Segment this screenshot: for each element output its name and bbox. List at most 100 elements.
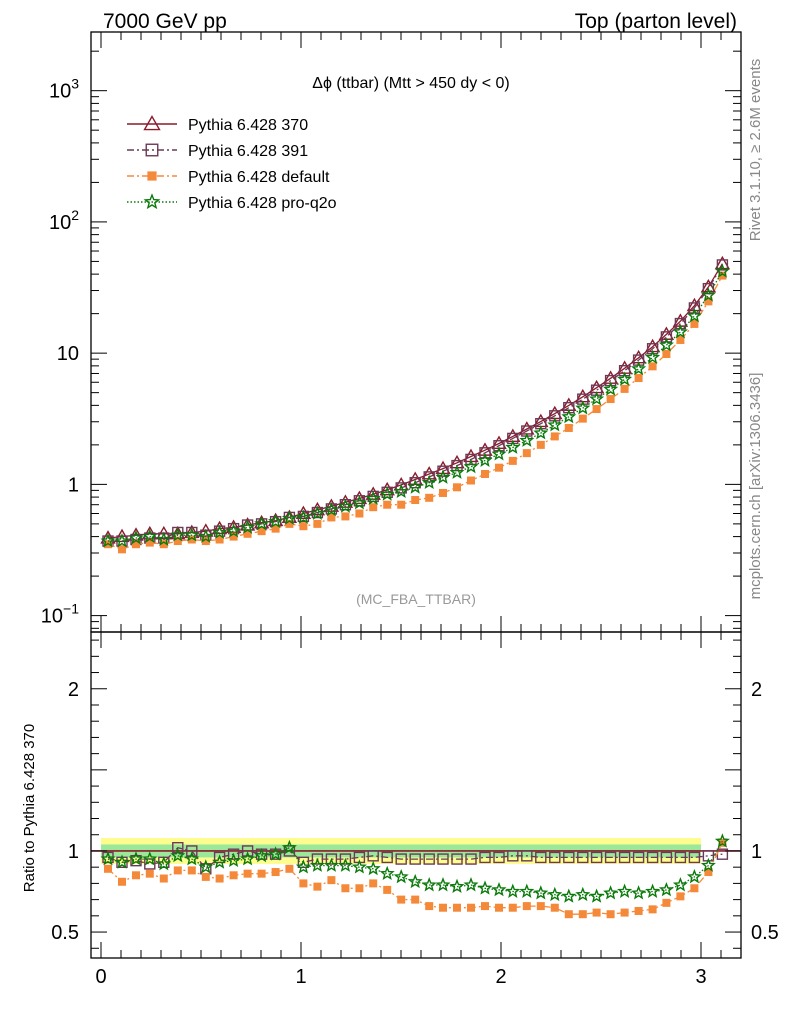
ratio-point-proq2o — [477, 880, 493, 895]
data-point-p370 — [323, 498, 340, 512]
legend-item-default: Pythia 6.428 default — [127, 169, 330, 186]
data-point-default — [634, 374, 643, 383]
ratio-y-tick-label: 0.5 — [51, 922, 79, 944]
legend-label-proq2o: Pythia 6.428 pro-q2o — [188, 195, 337, 212]
data-point-default — [536, 440, 545, 449]
data-point-default — [215, 535, 224, 544]
ratio-point-default — [522, 902, 531, 911]
data-point-p391 — [395, 482, 407, 494]
ratio-point-default — [718, 838, 727, 847]
data-point-default — [243, 529, 252, 538]
data-point-proq2o — [491, 446, 507, 461]
ratio-point-proq2o — [393, 868, 409, 884]
data-point-p370 — [309, 501, 326, 516]
series-proq2o — [100, 263, 730, 548]
ratio-point-default — [536, 902, 545, 911]
data-point-proq2o — [603, 381, 619, 396]
data-point-default — [341, 512, 350, 521]
ratio-point-proq2o — [226, 852, 242, 868]
data-point-proq2o — [686, 308, 702, 323]
ratio-point-default — [201, 872, 210, 881]
ratio-point-proq2o — [407, 873, 423, 889]
data-point-proq2o — [281, 510, 297, 525]
ratio-point-proq2o — [519, 883, 535, 898]
ratio-point-default — [550, 903, 559, 912]
y-tick-label: 10 — [57, 343, 79, 365]
data-point-default — [495, 463, 503, 472]
ratio-point-p391 — [186, 845, 198, 857]
legend-marker-p391 — [145, 143, 159, 157]
ratio-point-default — [243, 869, 252, 878]
data-point-default — [662, 350, 671, 359]
ratio-point-p391 — [535, 851, 547, 864]
data-point-default — [355, 509, 364, 518]
data-point-p391 — [660, 331, 673, 343]
ratio-point-default — [439, 903, 447, 912]
data-point-proq2o — [505, 439, 521, 454]
ratio-point-p391 — [409, 853, 421, 865]
ratio-point-default — [327, 876, 336, 885]
ratio-point-p391 — [437, 853, 449, 865]
data-point-proq2o — [421, 474, 437, 490]
ratio-point-proq2o — [309, 857, 325, 872]
data-point-proq2o — [393, 483, 409, 499]
data-point-proq2o — [156, 531, 172, 546]
data-point-default — [606, 395, 615, 404]
ratio-point-p391 — [227, 848, 240, 860]
ratio-point-default — [578, 910, 587, 919]
legend-marker-p370 — [143, 115, 161, 131]
data-point-proq2o — [700, 287, 716, 302]
ratio-point-default — [467, 903, 475, 912]
ratio-point-p391 — [465, 853, 477, 865]
ratio-point-proq2o — [603, 885, 619, 900]
ratio-point-proq2o — [463, 877, 479, 892]
data-point-proq2o — [631, 360, 647, 376]
ratio-point-p391 — [325, 853, 338, 865]
data-point-p391 — [479, 447, 491, 459]
data-point-proq2o — [309, 505, 325, 520]
data-point-proq2o — [645, 349, 661, 364]
ratio-point-default — [495, 903, 503, 912]
data-point-proq2o — [100, 533, 116, 548]
ratio-y-tick-label-right: 1 — [751, 841, 762, 863]
ratio-point-proq2o — [547, 886, 563, 902]
data-point-proq2o — [672, 324, 688, 339]
ratio-point-proq2o — [365, 860, 381, 876]
ratio-point-proq2o — [281, 839, 297, 855]
data-point-p370 — [225, 519, 242, 533]
data-point-p370 — [407, 471, 423, 486]
data-point-proq2o — [184, 527, 200, 542]
ratio-point-default — [704, 868, 713, 877]
ratio-point-default — [453, 903, 461, 912]
data-point-p391 — [437, 465, 449, 477]
data-point-proq2o — [351, 495, 367, 510]
ratio-point-default — [606, 910, 615, 919]
data-point-proq2o — [128, 530, 144, 545]
ratio-point-proq2o — [714, 833, 730, 848]
data-point-default — [313, 519, 322, 528]
header-left: 7000 GeV pp — [103, 10, 227, 33]
ratio-point-p391 — [618, 851, 631, 864]
data-point-p391 — [716, 259, 729, 271]
series-line-default — [107, 275, 723, 550]
ratio-point-p391 — [632, 851, 645, 864]
data-point-default — [369, 503, 378, 512]
data-point-p370 — [421, 466, 437, 480]
ratio-point-proq2o — [561, 888, 577, 903]
data-point-default — [299, 522, 308, 531]
plot-title: Δϕ (ttbar) (Mtt > 450 dy < 0) — [312, 75, 510, 92]
ratio-point-proq2o — [184, 851, 200, 866]
data-point-p370 — [393, 477, 409, 491]
data-point-proq2o — [268, 513, 284, 529]
data-point-default — [467, 476, 475, 485]
data-point-default — [271, 524, 280, 533]
legend-item-p391: Pythia 6.428 391 — [127, 143, 308, 160]
legend-label-p391: Pythia 6.428 391 — [188, 143, 308, 160]
ratio-point-p391 — [563, 851, 575, 864]
ratio-point-default — [564, 910, 573, 919]
legend-marker-proq2o — [143, 193, 161, 210]
data-point-p391 — [674, 317, 687, 330]
data-point-p391 — [465, 453, 477, 466]
